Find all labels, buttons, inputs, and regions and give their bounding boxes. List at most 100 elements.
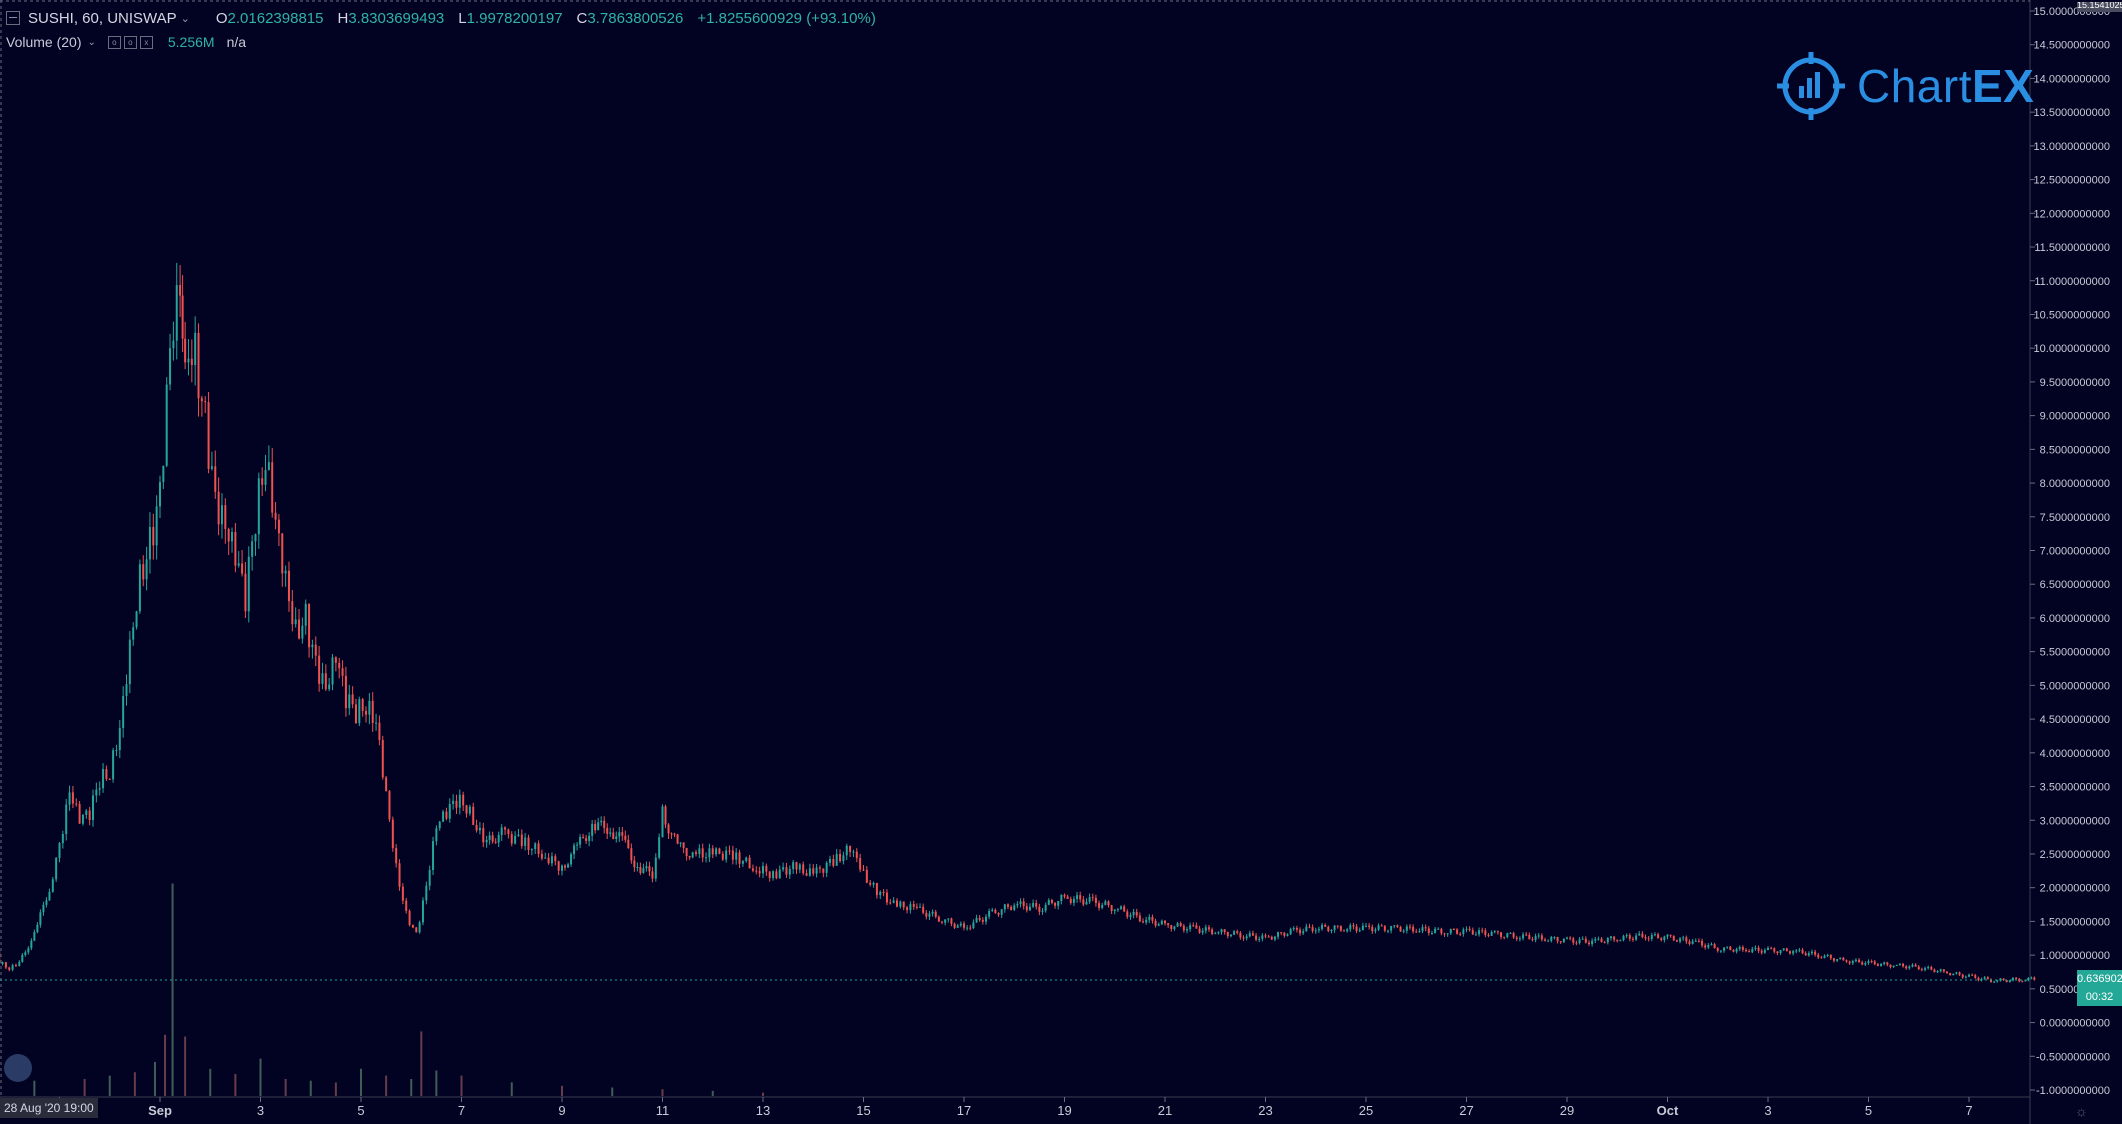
candle-body (1050, 899, 1053, 903)
gear-icon[interactable]: ☼ (2075, 1103, 2088, 1119)
candle-body (1964, 976, 1967, 978)
candle-body (1324, 925, 1327, 927)
candle-body (963, 923, 965, 928)
candle-body (2021, 981, 2024, 983)
candle-body (912, 904, 915, 907)
candle-body (731, 850, 734, 860)
candle-body (1386, 930, 1389, 932)
candle-body (138, 564, 141, 612)
candle-body (1537, 935, 1540, 937)
y-tick-label: 6.5000000000 (2040, 579, 2110, 591)
candle-body (745, 857, 748, 862)
candle-body (1506, 933, 1509, 938)
candle-body (388, 791, 391, 820)
candle-body (1917, 966, 1920, 970)
chevron-down-icon[interactable]: ⌄ (87, 36, 96, 48)
candle-body (849, 845, 852, 853)
candle-body (994, 909, 997, 914)
candle-body (162, 465, 165, 483)
collapse-icon[interactable] (6, 11, 20, 25)
symbol-label[interactable]: SUSHI, 60, UNISWAP (28, 9, 177, 27)
candle-body (1989, 979, 1992, 983)
price-axis[interactable]: 15.000000000014.500000000014.00000000001… (2030, 6, 2110, 1097)
x-tick-label: 3 (1764, 1103, 1771, 1118)
candle-body (654, 857, 657, 879)
price-series (0, 262, 2036, 984)
candle-body (190, 358, 193, 366)
candle-body (1066, 896, 1069, 899)
candle-body (1591, 940, 1594, 945)
x-tick-label: 21 (1158, 1103, 1172, 1118)
candle-body (378, 722, 381, 741)
candle-body (251, 541, 254, 557)
candle-body (991, 909, 994, 911)
candle-body (1675, 940, 1678, 942)
candle-body (1277, 932, 1280, 937)
candle-body (237, 563, 240, 566)
candle-body (1446, 933, 1449, 935)
candle-body (573, 845, 576, 855)
candle-body (1986, 977, 1989, 980)
candle-body (1603, 942, 1606, 944)
candle-body (1657, 934, 1660, 939)
candle-body (1864, 963, 1867, 965)
candle-body (98, 788, 101, 790)
y-tick-label: 12.0000000000 (2034, 208, 2110, 220)
candle-body (1908, 966, 1911, 969)
candle-body (169, 348, 172, 385)
candle-body (1876, 964, 1879, 966)
candle-body (909, 904, 912, 911)
candle-body (1782, 948, 1785, 951)
candle-body (1217, 932, 1220, 934)
candle-body (175, 285, 178, 341)
settings-icon[interactable]: o (123, 35, 137, 49)
candle-body (1996, 980, 1999, 982)
candle-body (4, 962, 7, 968)
chartex-logo: ChartEX (1775, 50, 2034, 122)
candle-body (785, 867, 788, 875)
candle-body (314, 644, 317, 656)
eye-icon[interactable]: o (107, 35, 121, 49)
candle-body (1550, 937, 1553, 941)
candle-body (294, 619, 297, 625)
candle-body (869, 882, 872, 885)
candle-body (1132, 911, 1135, 916)
candle-body (1314, 930, 1317, 932)
time-axis[interactable]: 30Sep357911131517192123252729Oct357 (52, 1097, 1973, 1118)
candle-body (981, 919, 984, 922)
candle-body (210, 466, 213, 469)
candle-body (1157, 924, 1160, 926)
candle-body (1424, 927, 1427, 929)
candle-body (348, 694, 351, 709)
volume-bar (209, 1068, 212, 1096)
candle-body (1682, 937, 1685, 939)
candle-body (331, 657, 334, 685)
candle-body (1006, 904, 1009, 907)
candle-body (234, 531, 237, 566)
volume-label[interactable]: Volume (20) (6, 34, 82, 50)
candle-body (1, 962, 4, 964)
candle-body (1566, 937, 1568, 939)
open-value: 2.0162398815 (227, 9, 324, 27)
candle-body (2027, 978, 2030, 981)
close-icon[interactable]: x (139, 35, 153, 49)
candle-body (1258, 938, 1261, 940)
candle-body (1094, 897, 1097, 904)
candle-body (984, 916, 987, 922)
candle-body (997, 913, 1000, 915)
candle-body (1082, 899, 1085, 905)
tradingview-icon[interactable] (4, 1054, 32, 1082)
candle-body (1515, 937, 1518, 939)
candle-body (859, 858, 862, 870)
y-tick-label: 10.0000000000 (2034, 343, 2110, 355)
candle-body (264, 469, 267, 485)
candle-body (627, 839, 630, 849)
candle-body (1848, 961, 1851, 964)
candle-body (298, 619, 301, 639)
chevron-down-icon[interactable]: ⌄ (180, 12, 190, 25)
y-tick-label: 3.0000000000 (2040, 815, 2110, 827)
candle-body (922, 906, 925, 913)
candle-body (534, 843, 537, 850)
candle-body (68, 792, 71, 805)
